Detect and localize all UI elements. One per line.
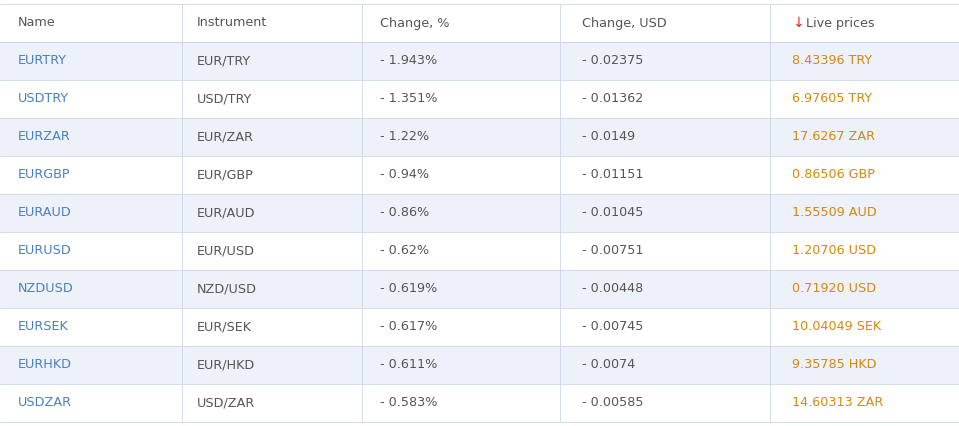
Text: ↓: ↓ (792, 16, 804, 30)
Text: EUR/GBP: EUR/GBP (197, 169, 254, 181)
Text: 14.60313 ZAR: 14.60313 ZAR (792, 397, 883, 409)
Text: USD/TRY: USD/TRY (197, 92, 252, 106)
Text: 6.97605 TRY: 6.97605 TRY (792, 92, 872, 106)
Text: EURGBP: EURGBP (18, 169, 71, 181)
Bar (0, 308, 959, 346)
Text: 1.55509 AUD: 1.55509 AUD (792, 207, 877, 219)
Text: - 0.00585: - 0.00585 (582, 397, 643, 409)
Text: EUR/ZAR: EUR/ZAR (197, 130, 254, 144)
Text: - 1.943%: - 1.943% (380, 55, 437, 67)
Text: - 0.0074: - 0.0074 (582, 359, 635, 371)
Text: - 0.583%: - 0.583% (380, 397, 437, 409)
Text: - 0.01045: - 0.01045 (582, 207, 643, 219)
Text: - 1.351%: - 1.351% (380, 92, 437, 106)
Text: EUR/AUD: EUR/AUD (197, 207, 255, 219)
Text: - 0.01151: - 0.01151 (582, 169, 643, 181)
Text: USDZAR: USDZAR (18, 397, 72, 409)
Text: - 0.02375: - 0.02375 (582, 55, 643, 67)
Text: Live prices: Live prices (806, 17, 875, 29)
Bar (0, 156, 959, 194)
Text: - 0.0149: - 0.0149 (582, 130, 635, 144)
Text: USDTRY: USDTRY (18, 92, 69, 106)
Text: NZDUSD: NZDUSD (18, 282, 74, 296)
Text: EURHKD: EURHKD (18, 359, 72, 371)
Text: - 0.00448: - 0.00448 (582, 282, 643, 296)
Text: EUR/HKD: EUR/HKD (197, 359, 255, 371)
Text: - 0.00745: - 0.00745 (582, 320, 643, 334)
Text: 9.35785 HKD: 9.35785 HKD (792, 359, 877, 371)
Text: Change, USD: Change, USD (582, 17, 667, 29)
Text: - 0.619%: - 0.619% (380, 282, 437, 296)
Text: 10.04049 SEK: 10.04049 SEK (792, 320, 881, 334)
Text: - 0.617%: - 0.617% (380, 320, 437, 334)
Text: EURAUD: EURAUD (18, 207, 72, 219)
Bar (0, 118, 959, 156)
Bar (0, 270, 959, 308)
Text: NZD/USD: NZD/USD (197, 282, 257, 296)
Bar (0, 384, 959, 422)
Text: - 0.62%: - 0.62% (380, 245, 429, 257)
Bar (0, 80, 959, 118)
Text: - 1.22%: - 1.22% (380, 130, 429, 144)
Text: 0.71920 USD: 0.71920 USD (792, 282, 877, 296)
Text: 1.20706 USD: 1.20706 USD (792, 245, 877, 257)
Text: EUR/USD: EUR/USD (197, 245, 255, 257)
Text: EURSEK: EURSEK (18, 320, 69, 334)
Text: - 0.01362: - 0.01362 (582, 92, 643, 106)
Text: 0.86506 GBP: 0.86506 GBP (792, 169, 875, 181)
Text: Change, %: Change, % (380, 17, 450, 29)
Text: Name: Name (18, 17, 56, 29)
Bar (0, 194, 959, 232)
Text: Instrument: Instrument (197, 17, 268, 29)
Text: - 0.94%: - 0.94% (380, 169, 429, 181)
Text: USD/ZAR: USD/ZAR (197, 397, 255, 409)
Text: EUR/SEK: EUR/SEK (197, 320, 252, 334)
Text: 17.6267 ZAR: 17.6267 ZAR (792, 130, 875, 144)
Text: - 0.00751: - 0.00751 (582, 245, 643, 257)
Text: - 0.611%: - 0.611% (380, 359, 437, 371)
Bar (0, 232, 959, 270)
Text: EURTRY: EURTRY (18, 55, 67, 67)
Text: EUR/TRY: EUR/TRY (197, 55, 251, 67)
Text: 8.43396 TRY: 8.43396 TRY (792, 55, 872, 67)
Bar (0, 42, 959, 80)
Text: EURUSD: EURUSD (18, 245, 72, 257)
Bar (0, 346, 959, 384)
Text: - 0.86%: - 0.86% (380, 207, 430, 219)
Text: EURZAR: EURZAR (18, 130, 71, 144)
